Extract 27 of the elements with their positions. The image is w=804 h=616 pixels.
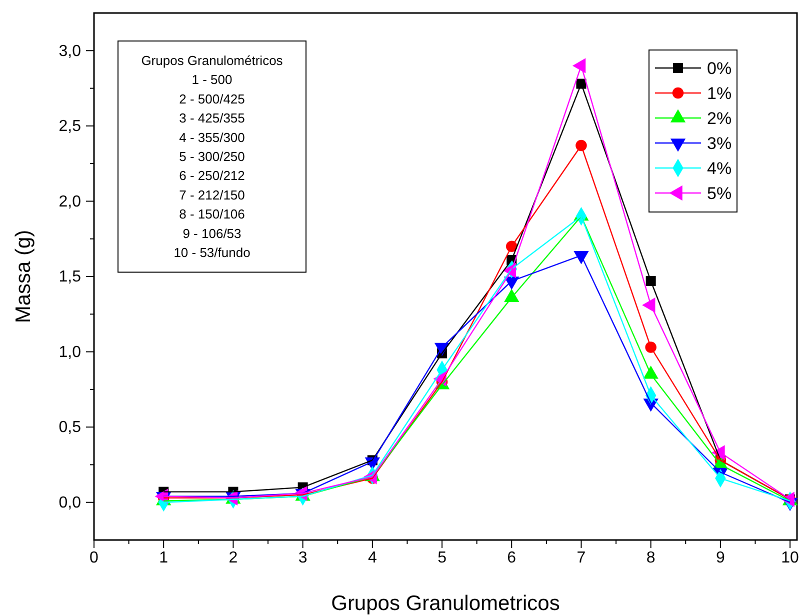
legend-label: 5% [707,184,732,203]
x-tick-label: 2 [228,549,238,566]
key-box: Grupos Granulométricos 1 - 500 2 - 500/425 3 - 425/355 4 - 355/300 5 - 300/250 6 - 250/212 7 - 212/150 8 - 150/106 9 - 106/53 10 - 53/fundo [118,40,306,273]
y-tick-label: 2,0 [58,193,82,210]
x-axis-title: Grupos Granulometricos [331,592,560,615]
y-tick-label: 1,0 [58,344,82,361]
x-tick-label: 4 [368,549,377,566]
y-tick-label: 0,0 [58,494,82,512]
legend-label: 4% [707,159,732,178]
x-tick-label: 3 [298,549,308,566]
x-tick-label: 1 [159,549,168,566]
x-tick-label: 8 [646,549,656,566]
x-tick-label: 7 [576,549,586,566]
y-tick-label: 1,5 [58,268,82,286]
x-tick-label: 5 [438,549,447,566]
x-tick-label: 9 [716,549,725,566]
legend-label: 0% [707,59,732,78]
x-tick-label: 6 [507,549,516,566]
y-axis-title: Massa (g) [12,230,35,324]
y-tick-label: 3,0 [58,42,82,60]
legend-label: 1% [707,84,732,103]
y-tick-label: 2,5 [58,118,82,136]
y-tick-label: 0,5 [58,419,82,436]
legend-label: 2% [707,109,732,128]
x-tick-label: 10 [781,549,800,566]
legend-label: 3% [707,134,732,153]
x-tick-label: 0 [90,549,99,566]
